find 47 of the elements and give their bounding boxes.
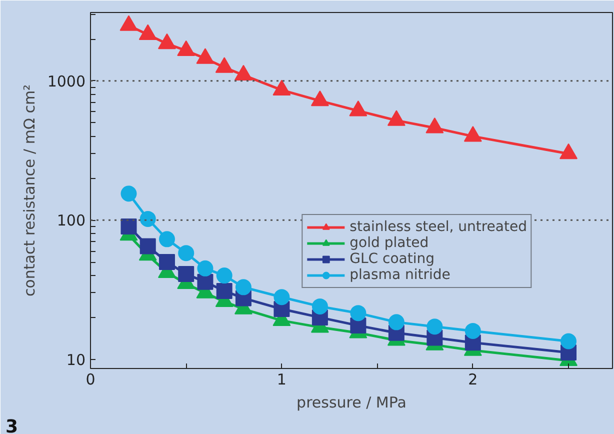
point [196, 48, 214, 64]
point [158, 254, 175, 270]
legend-label: stainless steel, untreated [350, 219, 527, 235]
point [464, 322, 481, 339]
point [349, 100, 368, 116]
point [464, 126, 482, 142]
legend-label: GLC coating [350, 251, 435, 267]
y-axis-title: contact resistance / mΩ cm² [20, 84, 38, 297]
point [234, 64, 252, 81]
point [426, 118, 444, 134]
x-tick-label: 2 [468, 370, 478, 388]
text: 3 [6, 416, 18, 434]
point [235, 279, 252, 296]
point [120, 15, 138, 31]
point [216, 268, 232, 284]
x-axis-title: pressure / MPa [296, 394, 406, 412]
point [178, 245, 194, 262]
point [158, 231, 175, 248]
point [560, 333, 577, 350]
point [312, 298, 328, 314]
y-tick-label: 10 [66, 350, 86, 369]
point [274, 289, 290, 306]
point [387, 110, 406, 126]
x-tick-label: 1 [276, 370, 286, 388]
y-tick-label: 100 [56, 212, 86, 230]
point [178, 266, 194, 282]
point [388, 314, 404, 330]
point [560, 143, 578, 160]
point [426, 318, 443, 335]
y-tick-label: 1000 [47, 72, 86, 90]
x-tick-label: 0 [86, 370, 96, 388]
point [197, 274, 214, 290]
point [158, 33, 176, 50]
point [197, 260, 214, 276]
point [350, 305, 366, 322]
point [272, 80, 291, 96]
point [310, 90, 329, 106]
point [138, 24, 157, 40]
point [140, 210, 156, 227]
point [215, 57, 234, 73]
legend-label: gold plated [350, 235, 429, 251]
point [216, 282, 232, 299]
legend-label: plasma nitride [350, 267, 450, 283]
point [120, 186, 137, 202]
point [120, 218, 137, 235]
point [177, 40, 196, 56]
point [140, 238, 156, 254]
